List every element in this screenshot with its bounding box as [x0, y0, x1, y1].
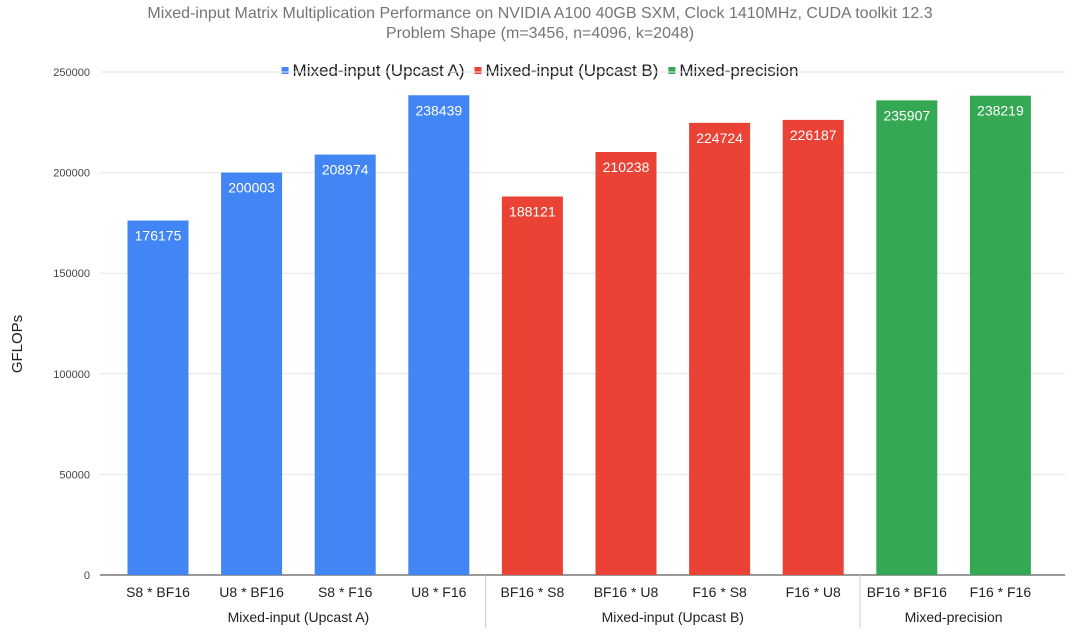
legend-item: Mixed-input (Upcast B): [474, 61, 659, 80]
data-label: 238439: [415, 102, 462, 118]
x-tick-label: U8 * F16: [411, 584, 466, 600]
legend-label: Mixed-input (Upcast A): [293, 61, 465, 80]
bar: [876, 100, 938, 576]
data-label: 226187: [790, 127, 837, 143]
x-tick-label: BF16 * S8: [500, 584, 564, 600]
bar: [689, 122, 751, 575]
legend-item: Mixed-input (Upcast A): [281, 61, 465, 80]
y-tick-label: 200000: [53, 168, 90, 180]
y-axis-label: GFLOPs: [9, 315, 26, 373]
x-group-label: Mixed-precision: [905, 609, 1003, 625]
x-tick-label: F16 * F16: [970, 584, 1032, 600]
chart-title: Mixed-input Matrix Multiplication Perfor…: [147, 5, 932, 22]
x-tick-label: BF16 * BF16: [867, 584, 947, 600]
data-label: 188121: [509, 204, 556, 220]
bar: [595, 152, 657, 575]
data-label: 224724: [696, 130, 743, 146]
x-tick-label: F16 * U8: [786, 584, 841, 600]
y-tick-label: 0: [84, 570, 90, 582]
x-axis: S8 * BF16 U8 * BF16 S8 * F16 U8 * F16 BF16 *…: [126, 575, 1031, 628]
legend-label: Mixed-precision: [679, 61, 798, 80]
data-label: 200003: [228, 180, 275, 196]
x-tick-label: U8 * BF16: [219, 584, 284, 600]
legend-swatch: [281, 67, 289, 74]
y-tick-label: 150000: [53, 268, 90, 280]
legend-label: Mixed-input (Upcast B): [486, 61, 659, 80]
bar: [969, 95, 1031, 575]
data-label: 210238: [603, 159, 650, 175]
legend-swatch: [668, 67, 676, 74]
y-tick-label: 250000: [53, 67, 90, 79]
data-label: 208974: [322, 162, 369, 178]
x-tick-label: S8 * BF16: [126, 584, 190, 600]
bar: [127, 220, 189, 576]
chart-subtitle: Problem Shape (m=3456, n=4096, k=2048): [386, 25, 694, 42]
data-label: 238219: [977, 103, 1024, 119]
legend: Mixed-input (Upcast A) Mixed-input (Upcas…: [281, 61, 798, 80]
data-label: 235907: [883, 107, 930, 123]
legend-swatch: [474, 67, 482, 74]
data-labels: 176175 200003 208974 238439 188121 210238 2247…: [135, 102, 1024, 243]
bars: [127, 95, 1031, 576]
bar: [221, 172, 283, 575]
y-axis-ticks: 0 50000 100000 150000 200000 250000: [53, 67, 90, 582]
data-label: 176175: [135, 228, 182, 244]
bar: [501, 196, 563, 575]
y-tick-label: 50000: [59, 469, 90, 481]
bar: [782, 119, 844, 576]
legend-item: Mixed-precision: [668, 61, 798, 80]
bar: [314, 154, 376, 575]
x-group-label: Mixed-input (Upcast A): [228, 609, 370, 625]
x-tick-label: F16 * S8: [692, 584, 747, 600]
x-tick-label: S8 * F16: [318, 584, 373, 600]
y-tick-label: 100000: [53, 369, 90, 381]
x-group-label: Mixed-input (Upcast B): [602, 609, 744, 625]
bar: [408, 95, 470, 575]
x-tick-label: BF16 * U8: [594, 584, 659, 600]
